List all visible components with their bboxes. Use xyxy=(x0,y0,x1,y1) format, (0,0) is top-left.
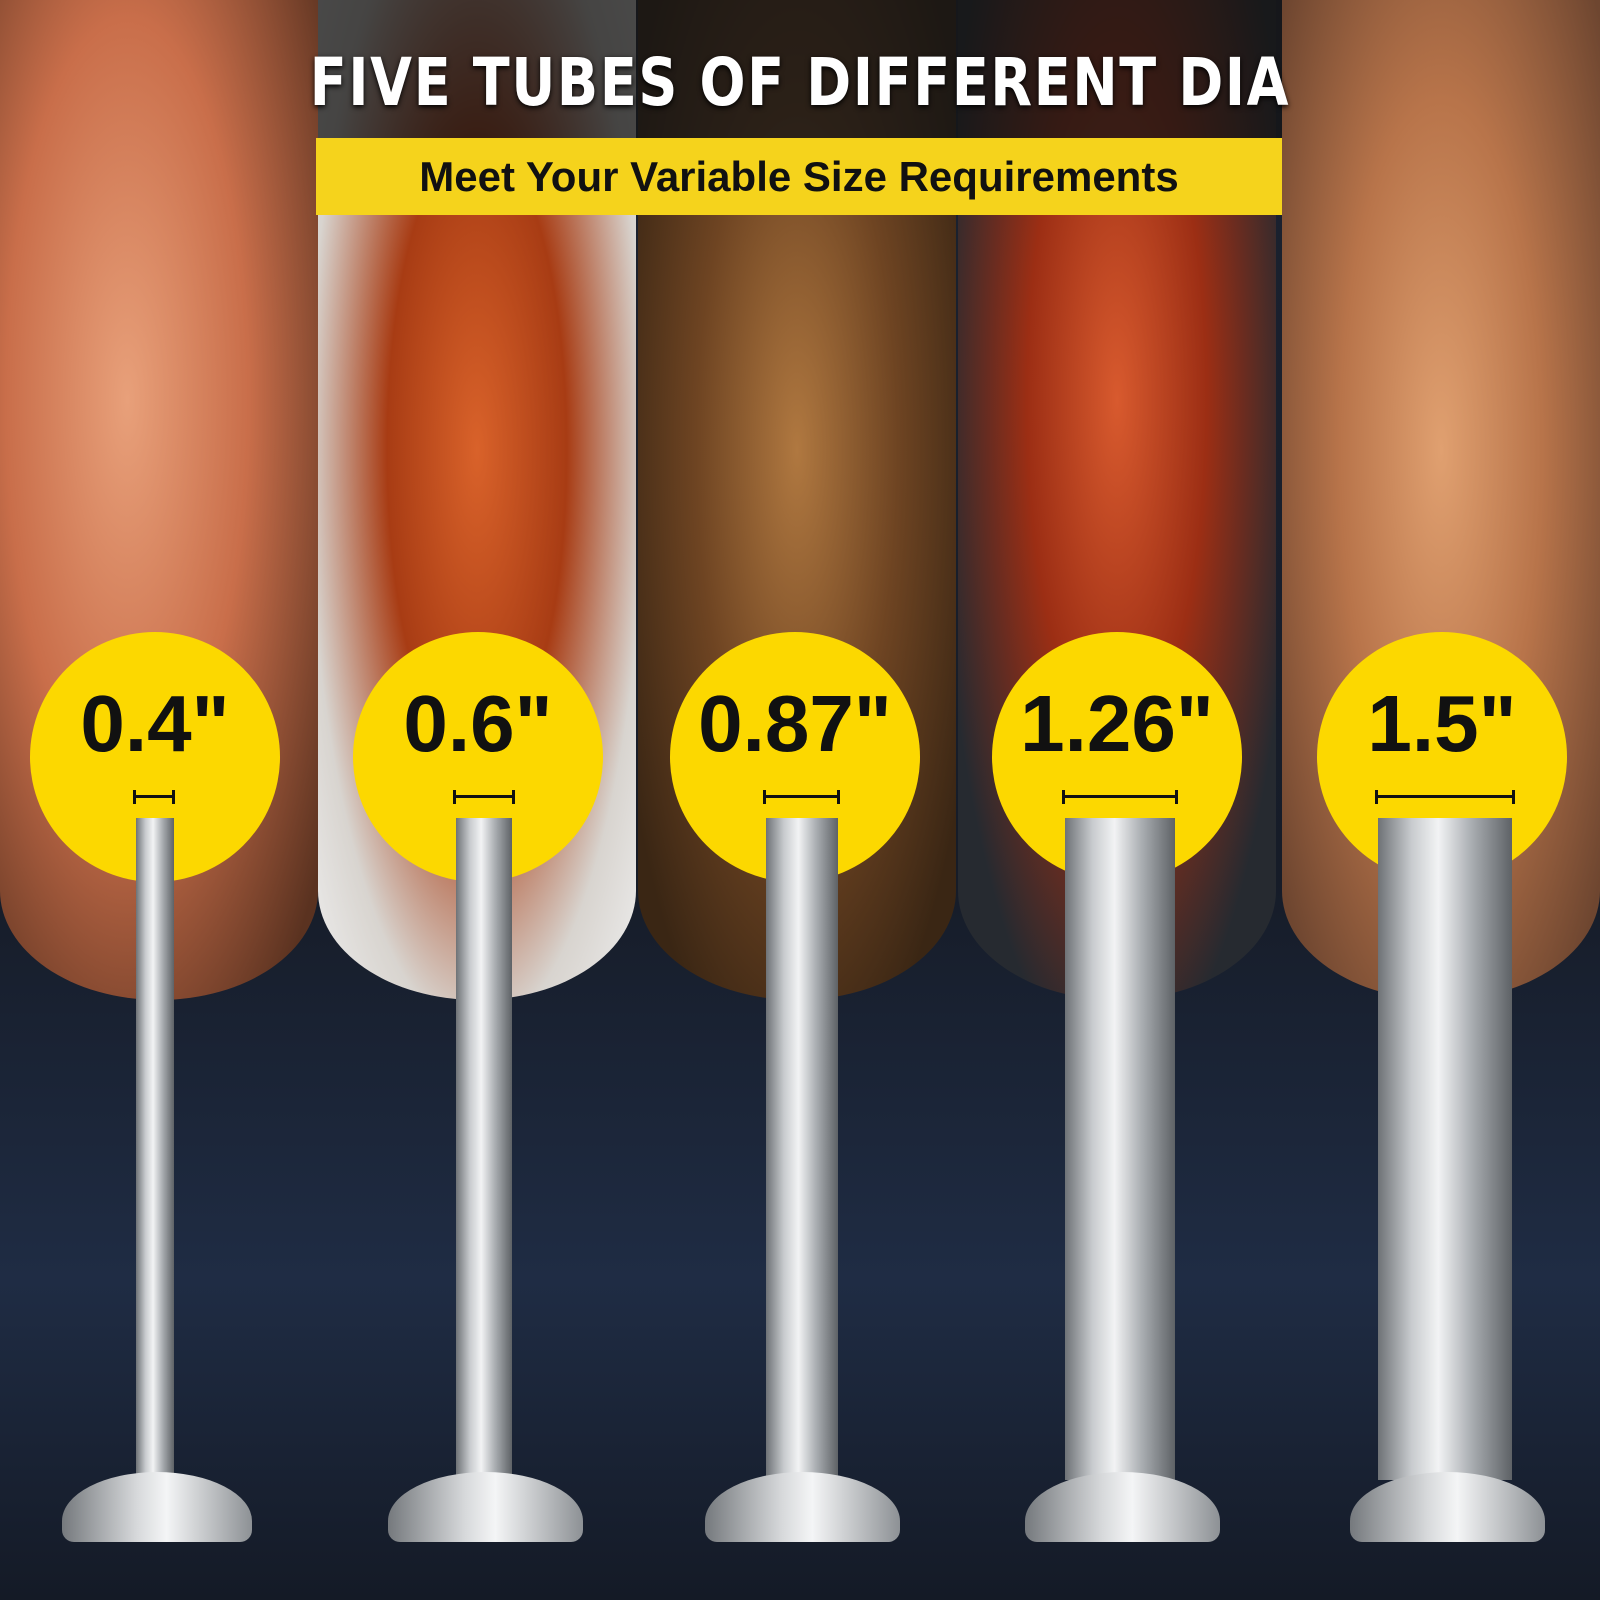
diameter-ruler xyxy=(1062,790,1178,804)
size-label: 0.6" xyxy=(403,679,553,768)
tube-base-3 xyxy=(705,1472,900,1542)
stuffing-tube-4 xyxy=(1065,818,1175,1480)
stuffing-tube-3 xyxy=(766,818,838,1480)
size-badge-2: 0.6" xyxy=(353,632,603,882)
subtitle-banner: Meet Your Variable Size Requirements xyxy=(316,138,1282,215)
diameter-ruler xyxy=(763,790,840,804)
tube-base-5 xyxy=(1350,1472,1545,1542)
stuffing-tube-2 xyxy=(456,818,512,1480)
diameter-ruler xyxy=(1375,790,1515,804)
diameter-ruler xyxy=(453,790,515,804)
size-badge-1: 0.4" xyxy=(30,632,280,882)
size-label: 0.87" xyxy=(698,679,892,768)
size-badge-3: 0.87" xyxy=(670,632,920,882)
stuffing-tube-5 xyxy=(1378,818,1512,1480)
tube-base-4 xyxy=(1025,1472,1220,1542)
size-label: 1.26" xyxy=(1020,679,1214,768)
tube-base-1 xyxy=(62,1472,252,1542)
tube-base-2 xyxy=(388,1472,583,1542)
headline: FIVE TUBES OF DIFFERENT DIA xyxy=(309,44,1291,121)
size-label: 1.5" xyxy=(1367,679,1517,768)
title-backdrop xyxy=(318,0,1282,140)
diameter-ruler xyxy=(133,790,175,804)
size-label: 0.4" xyxy=(80,679,230,768)
stuffing-tube-1 xyxy=(136,818,174,1480)
